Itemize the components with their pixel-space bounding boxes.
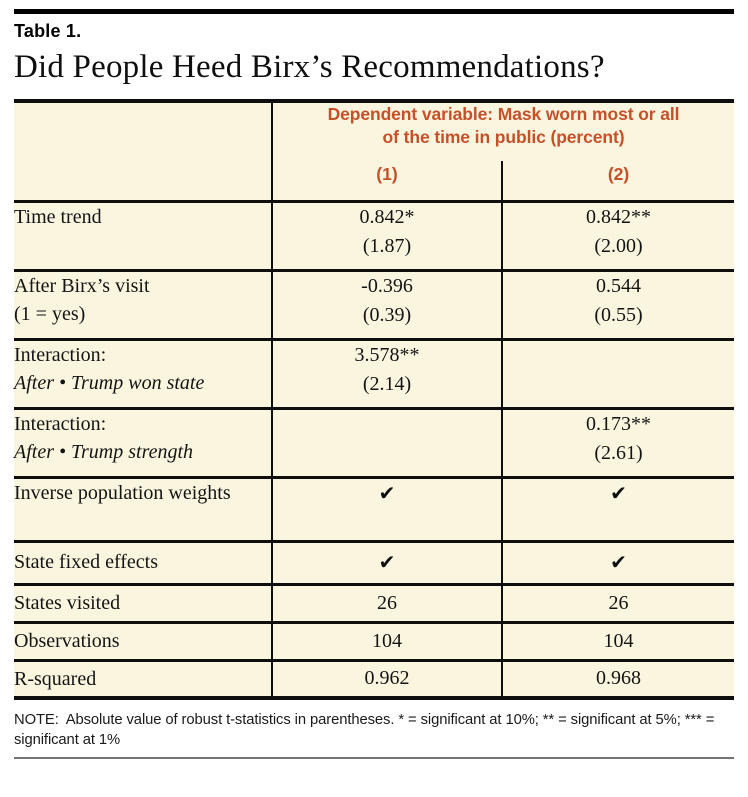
row-inverse-population-weights: Inverse population weights ✔ ✔	[14, 475, 735, 541]
row-observations: Observations 104 104	[14, 620, 735, 660]
stat-cell: 104	[272, 620, 503, 660]
row-state-fixed-effects: State fixed effects ✔ ✔	[14, 539, 735, 584]
stat-cell: 0.968	[502, 658, 735, 698]
check-icon: ✔	[378, 480, 396, 505]
top-rule	[14, 9, 734, 14]
coefficient: 3.578**	[354, 343, 420, 366]
row-label: Interaction: After • Trump strength	[14, 406, 273, 477]
empty-cell	[502, 337, 735, 408]
dependent-variable-header: Dependent variable: Mask worn most or al…	[272, 101, 734, 161]
coefficient: 0.842**	[586, 205, 651, 228]
row-interaction-trump-won-state: Interaction: After • Trump won state 3.5…	[14, 337, 735, 408]
page-title: Did People Heed Birx’s Recommendations?	[14, 49, 605, 85]
note-text: Absolute value of robust t-statistics in…	[14, 712, 715, 748]
t-statistic: (2.61)	[594, 441, 643, 464]
checkmark-cell: ✔	[272, 539, 503, 584]
stat-cell: 26	[272, 582, 503, 622]
row-label: Time trend	[14, 199, 273, 270]
check-icon: ✔	[610, 480, 627, 505]
t-statistic: (0.39)	[362, 303, 412, 326]
checkmark-cell: ✔	[502, 539, 735, 584]
t-statistic: (1.87)	[362, 234, 412, 257]
t-statistic: (2.14)	[362, 372, 412, 395]
stat-cell: 0.962	[272, 658, 503, 698]
row-label: Observations	[14, 620, 273, 660]
dep-var-line2: of the time in public (percent)	[382, 126, 625, 147]
coefficient-cell: 0.842* (1.87)	[272, 199, 503, 270]
row-label: Inverse population weights	[14, 475, 273, 541]
coefficient-cell: 0.544 (0.55)	[502, 268, 735, 339]
coefficient: 0.544	[596, 274, 641, 297]
check-icon: ✔	[378, 550, 396, 574]
t-statistic: (0.55)	[594, 303, 643, 326]
table-note: NOTE: Absolute value of robust t-statisti…	[14, 711, 734, 750]
coefficient-cell: 0.173** (2.61)	[502, 406, 735, 477]
row-label: Interaction: After • Trump won state	[14, 337, 273, 408]
row-time-trend: Time trend 0.842* (1.87) 0.842** (2.00)	[14, 199, 735, 270]
row-after-birx-visit: After Birx’s visit (1 = yes) -0.396 (0.3…	[14, 268, 735, 339]
coefficient-cell: 0.842** (2.00)	[502, 199, 735, 270]
checkmark-cell: ✔	[502, 475, 735, 541]
bottom-rule	[14, 757, 734, 760]
empty-cell	[272, 406, 503, 477]
checkmark-cell: ✔	[272, 475, 503, 541]
row-label: States visited	[14, 582, 273, 622]
column-2-header: (2)	[500, 161, 735, 201]
coefficient: 0.173**	[586, 412, 651, 435]
coefficient: 0.842*	[359, 205, 415, 228]
row-label: R-squared	[14, 658, 273, 698]
t-statistic: (2.00)	[594, 234, 643, 257]
column-number-header-row: (1) (2)	[14, 161, 735, 201]
stat-cell: 104	[502, 620, 735, 660]
regression-table: Dependent variable: Mask worn most or al…	[14, 99, 735, 700]
note-label: NOTE:	[14, 712, 59, 728]
column-1-header: (1)	[376, 164, 398, 184]
row-interaction-trump-strength: Interaction: After • Trump strength 0.17…	[14, 406, 735, 477]
row-states-visited: States visited 26 26	[14, 582, 735, 622]
coefficient-cell: -0.396 (0.39)	[272, 268, 503, 339]
stat-cell: 26	[502, 582, 735, 622]
row-r-squared: R-squared 0.962 0.968	[14, 658, 735, 698]
coefficient-cell: 3.578** (2.14)	[272, 337, 503, 408]
coefficient: -0.396	[361, 274, 413, 297]
check-icon: ✔	[610, 550, 627, 574]
dep-variable-header-row: Dependent variable: Mask worn most or al…	[14, 101, 734, 201]
header-corner-cell	[14, 101, 273, 201]
row-label: State fixed effects	[14, 539, 273, 584]
table-number-label: Table 1.	[14, 21, 82, 41]
row-label: After Birx’s visit (1 = yes)	[14, 268, 273, 339]
dep-var-line1: Dependent variable: Mask worn most or al…	[327, 104, 680, 124]
